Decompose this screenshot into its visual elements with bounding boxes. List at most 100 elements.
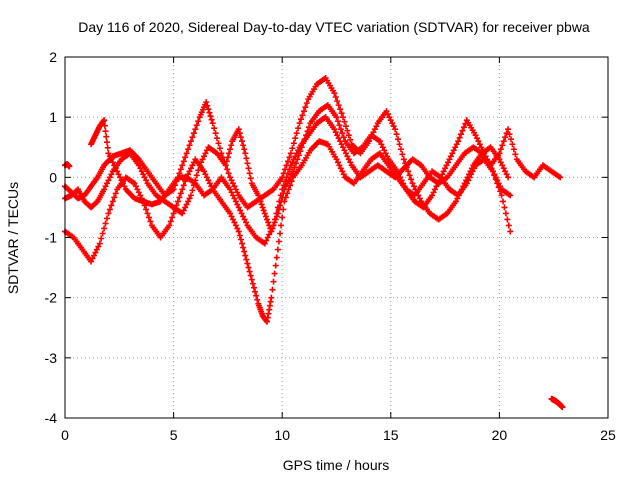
data-point bbox=[89, 255, 96, 262]
data-point bbox=[502, 134, 509, 141]
data-point bbox=[105, 177, 112, 184]
data-point bbox=[501, 204, 508, 211]
data-point bbox=[452, 198, 459, 205]
data-point bbox=[98, 235, 105, 242]
data-point bbox=[431, 186, 438, 193]
data-point bbox=[478, 144, 485, 151]
data-point bbox=[384, 111, 391, 118]
data-point bbox=[286, 166, 293, 173]
data-point bbox=[340, 144, 347, 151]
data-point bbox=[559, 404, 566, 411]
data-point bbox=[340, 171, 347, 178]
data-point bbox=[261, 240, 268, 247]
y-tick-label: -2 bbox=[45, 290, 58, 306]
data-point bbox=[502, 168, 509, 175]
data-point bbox=[442, 165, 449, 172]
data-point bbox=[135, 189, 142, 196]
data-point bbox=[500, 165, 507, 172]
data-point bbox=[231, 219, 238, 226]
data-point bbox=[189, 134, 196, 141]
x-tick-label: 15 bbox=[383, 427, 399, 443]
data-point bbox=[195, 118, 202, 125]
data-point bbox=[256, 195, 263, 202]
data-point bbox=[232, 186, 239, 193]
data-point bbox=[227, 186, 234, 193]
data-point bbox=[267, 228, 274, 235]
data-point bbox=[338, 110, 345, 117]
data-point bbox=[108, 202, 115, 209]
data-point bbox=[494, 177, 501, 184]
data-point bbox=[278, 222, 285, 229]
data-point bbox=[497, 159, 504, 166]
data-point bbox=[279, 214, 286, 221]
data-point bbox=[287, 162, 294, 169]
data-point bbox=[269, 225, 276, 232]
data-point bbox=[505, 174, 512, 181]
data-point bbox=[144, 210, 151, 217]
data-point bbox=[109, 159, 116, 166]
data-point bbox=[179, 186, 186, 193]
data-point bbox=[237, 207, 244, 214]
data-point bbox=[284, 158, 291, 165]
data-point bbox=[147, 218, 154, 225]
data-point bbox=[109, 198, 116, 205]
data-point bbox=[392, 126, 399, 133]
data-point bbox=[216, 145, 223, 152]
data-point bbox=[271, 270, 278, 277]
data-point bbox=[228, 142, 235, 149]
data-point bbox=[336, 162, 343, 169]
data-point bbox=[337, 126, 344, 133]
data-point bbox=[444, 159, 451, 166]
data-point bbox=[106, 153, 113, 160]
data-point bbox=[344, 127, 351, 134]
data-point bbox=[277, 192, 284, 199]
data-point bbox=[114, 168, 121, 175]
data-point bbox=[292, 153, 299, 160]
data-point bbox=[211, 125, 218, 132]
data-point bbox=[190, 130, 197, 137]
data-point bbox=[223, 158, 230, 165]
data-point bbox=[282, 178, 289, 185]
data-point bbox=[229, 192, 236, 199]
data-point bbox=[459, 127, 466, 134]
data-point bbox=[102, 128, 109, 135]
data-point bbox=[117, 174, 124, 181]
data-point bbox=[497, 146, 504, 153]
data-point bbox=[507, 136, 514, 143]
series-track-6 bbox=[548, 395, 566, 411]
data-point bbox=[103, 139, 110, 146]
data-point bbox=[186, 195, 193, 202]
data-point bbox=[66, 163, 73, 170]
data-point bbox=[378, 141, 385, 148]
data-point bbox=[240, 244, 247, 251]
data-point bbox=[337, 106, 344, 113]
data-point bbox=[295, 125, 302, 132]
data-point bbox=[245, 264, 252, 271]
data-point bbox=[279, 186, 286, 193]
data-point bbox=[332, 129, 339, 136]
data-point bbox=[468, 171, 475, 178]
data-point bbox=[499, 162, 506, 169]
data-point bbox=[397, 146, 404, 153]
x-tick-label: 5 bbox=[170, 427, 178, 443]
data-point bbox=[187, 138, 194, 145]
data-point bbox=[186, 142, 193, 149]
data-point bbox=[236, 130, 243, 137]
data-point bbox=[290, 140, 297, 147]
data-point bbox=[334, 98, 341, 105]
data-point bbox=[101, 117, 108, 124]
data-point bbox=[204, 102, 211, 109]
data-point bbox=[384, 153, 391, 160]
data-point bbox=[409, 180, 416, 187]
data-point bbox=[292, 135, 299, 142]
data-point bbox=[234, 225, 241, 232]
y-tick-label: 2 bbox=[49, 49, 57, 65]
data-points bbox=[62, 75, 566, 411]
data-point bbox=[465, 177, 472, 184]
data-point bbox=[265, 219, 272, 226]
data-point bbox=[235, 126, 242, 133]
series-track-4 bbox=[88, 114, 564, 247]
data-point bbox=[271, 216, 278, 223]
data-point bbox=[185, 146, 192, 153]
data-point bbox=[342, 150, 349, 157]
